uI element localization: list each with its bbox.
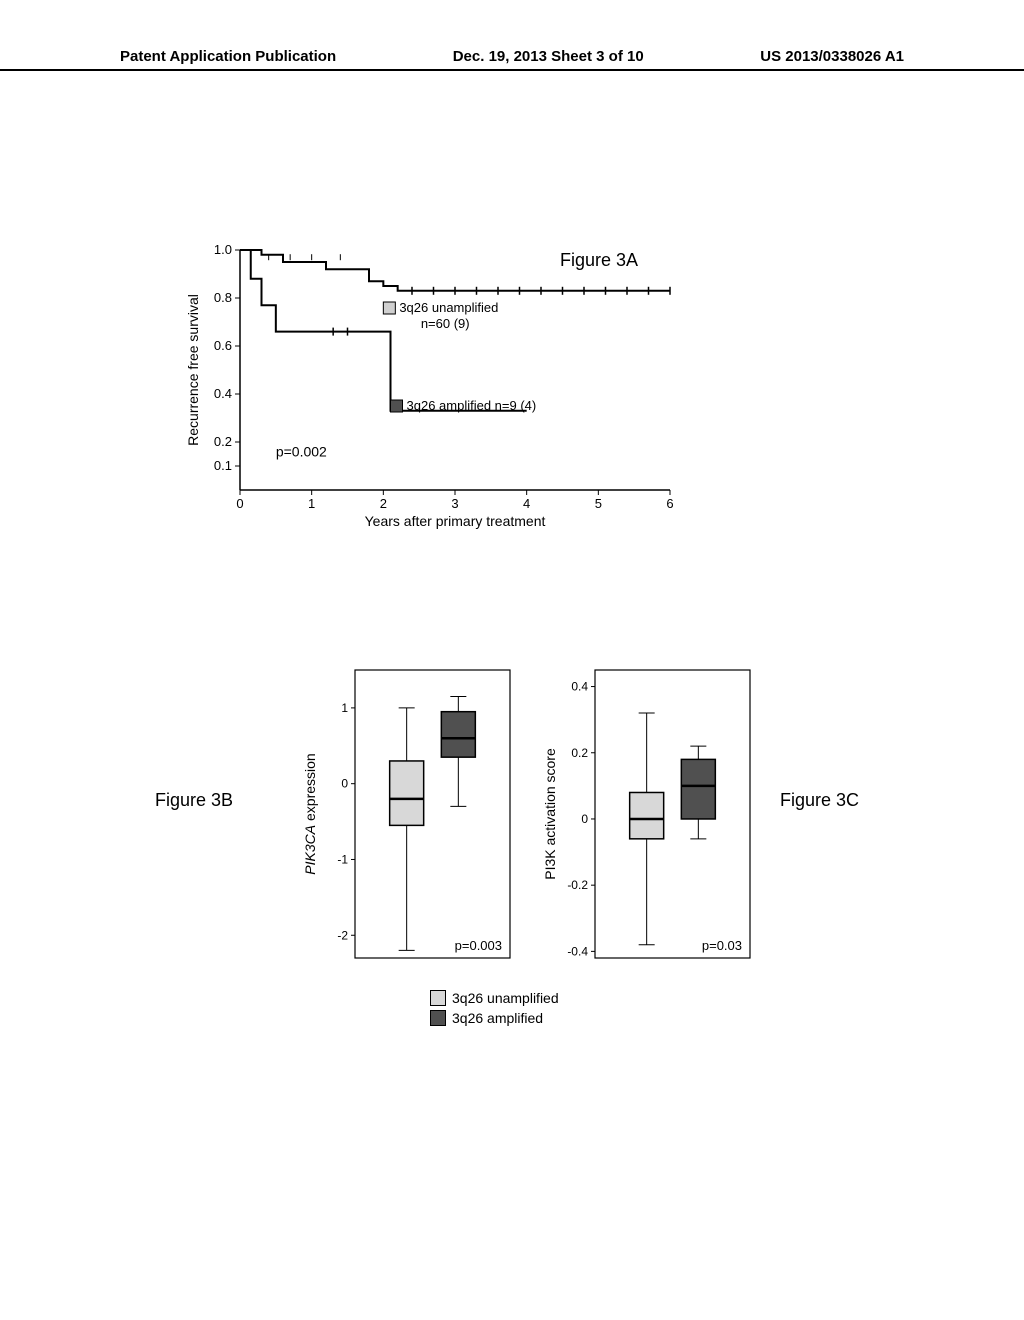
svg-text:1: 1 [341, 701, 348, 715]
boxplot-pik3ca: -2 -1 0 1 PIK3CA expression p=0.003 [300, 660, 520, 980]
svg-text:p=0.002: p=0.002 [276, 443, 327, 459]
page-header: Patent Application Publication Dec. 19, … [0, 48, 1024, 71]
svg-text:n=60 (9): n=60 (9) [421, 316, 470, 331]
svg-text:p=0.03: p=0.03 [702, 938, 742, 953]
svg-text:1.0: 1.0 [214, 242, 232, 257]
svg-text:0.2: 0.2 [214, 434, 232, 449]
svg-text:p=0.003: p=0.003 [455, 938, 502, 953]
legend-amplified: 3q26 amplified [430, 1010, 559, 1026]
svg-text:5: 5 [595, 496, 602, 511]
figure-3c: -0.4 -0.2 0 0.2 0.4 PI3K activation score p=0.… [540, 660, 760, 970]
svg-text:-0.2: -0.2 [567, 878, 588, 892]
boxplot-pi3k-score: -0.4 -0.2 0 0.2 0.4 PI3K activation score p=0.… [540, 660, 760, 980]
shared-legend: 3q26 unamplified 3q26 amplified [430, 990, 559, 1030]
svg-text:0.2: 0.2 [571, 746, 588, 760]
svg-text:3: 3 [451, 496, 458, 511]
legend-unamplified: 3q26 unamplified [430, 990, 559, 1006]
svg-text:PI3K activation score: PI3K activation score [542, 748, 558, 880]
svg-text:3q26 amplified n=9 (4): 3q26 amplified n=9 (4) [407, 398, 537, 413]
svg-text:0.8: 0.8 [214, 290, 232, 305]
svg-text:2: 2 [380, 496, 387, 511]
svg-text:0.6: 0.6 [214, 338, 232, 353]
svg-text:-1: -1 [337, 852, 348, 866]
svg-text:1: 1 [308, 496, 315, 511]
legend-box-amplified [430, 1010, 446, 1026]
svg-text:0: 0 [236, 496, 243, 511]
legend-box-unamplified [430, 990, 446, 1006]
svg-text:PIK3CA expression: PIK3CA expression [302, 753, 318, 874]
figure-3b: -2 -1 0 1 PIK3CA expression p=0.003 [300, 660, 520, 970]
legend-unamp-label: 3q26 unamplified [452, 990, 559, 1006]
figure-3c-label: Figure 3C [780, 790, 859, 811]
header-center: Dec. 19, 2013 Sheet 3 of 10 [453, 48, 644, 65]
svg-text:3q26 unamplified: 3q26 unamplified [399, 300, 498, 315]
header-right: US 2013/0338026 A1 [760, 48, 904, 65]
svg-text:-2: -2 [337, 928, 348, 942]
svg-text:0.4: 0.4 [214, 386, 232, 401]
svg-text:Recurrence free survival: Recurrence free survival [185, 294, 201, 446]
svg-text:4: 4 [523, 496, 530, 511]
svg-text:Years after primary treatment: Years after primary treatment [365, 513, 546, 529]
figure-3a: 0.1 0.2 0.4 0.6 0.8 1.0 0 1 2 3 4 5 6 Years after pri… [180, 240, 680, 540]
legend-amp-label: 3q26 amplified [452, 1010, 543, 1026]
svg-text:0.1: 0.1 [214, 458, 232, 473]
figure-3b-label: Figure 3B [155, 790, 233, 811]
km-plot: 0.1 0.2 0.4 0.6 0.8 1.0 0 1 2 3 4 5 6 Years after pri… [180, 240, 680, 560]
svg-text:0: 0 [341, 777, 348, 791]
svg-text:-0.4: -0.4 [567, 944, 588, 958]
svg-text:6: 6 [666, 496, 673, 511]
svg-text:0: 0 [581, 812, 588, 826]
header-left: Patent Application Publication [120, 48, 336, 65]
svg-text:0.4: 0.4 [571, 680, 588, 694]
